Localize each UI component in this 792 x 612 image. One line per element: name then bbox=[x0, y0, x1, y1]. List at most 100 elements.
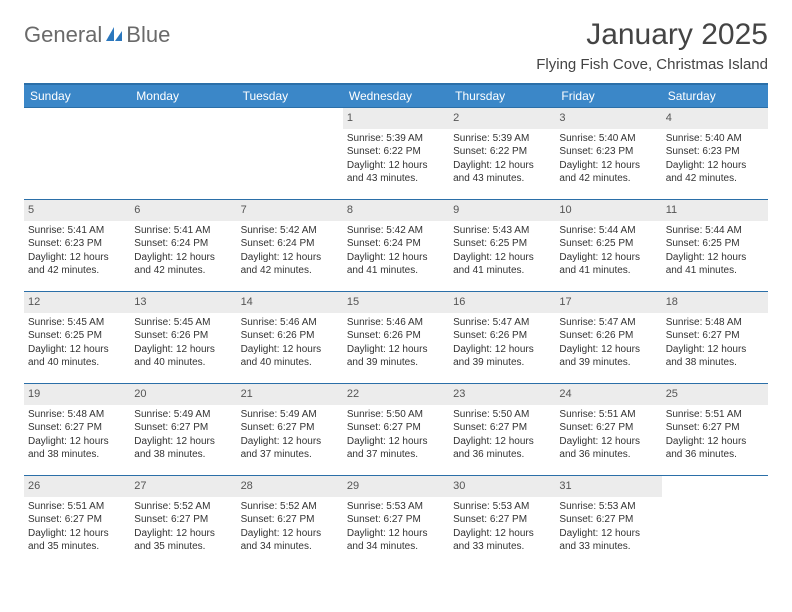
day-number: 12 bbox=[24, 292, 130, 313]
detail-line: and 39 minutes. bbox=[453, 356, 551, 370]
day-number: 4 bbox=[662, 108, 768, 129]
detail-line: Daylight: 12 hours bbox=[134, 343, 232, 357]
calendar-day-cell: 21Sunrise: 5:49 AMSunset: 6:27 PMDayligh… bbox=[237, 384, 343, 476]
location: Flying Fish Cove, Christmas Island bbox=[536, 56, 768, 73]
detail-line: Daylight: 12 hours bbox=[28, 251, 126, 265]
detail-line: Sunrise: 5:53 AM bbox=[453, 500, 551, 514]
detail-line: Sunrise: 5:42 AM bbox=[241, 224, 339, 238]
detail-line: Daylight: 12 hours bbox=[347, 251, 445, 265]
day-details: Sunrise: 5:49 AMSunset: 6:27 PMDaylight:… bbox=[241, 408, 339, 462]
day-details: Sunrise: 5:44 AMSunset: 6:25 PMDaylight:… bbox=[559, 224, 657, 278]
detail-line: Sunset: 6:27 PM bbox=[559, 513, 657, 527]
day-number: 15 bbox=[343, 292, 449, 313]
calendar-day-cell: 7Sunrise: 5:42 AMSunset: 6:24 PMDaylight… bbox=[237, 200, 343, 292]
detail-line: Sunset: 6:27 PM bbox=[453, 513, 551, 527]
day-number: 18 bbox=[662, 292, 768, 313]
detail-line: and 40 minutes. bbox=[134, 356, 232, 370]
detail-line: Sunset: 6:23 PM bbox=[666, 145, 764, 159]
calendar-day-cell: 16Sunrise: 5:47 AMSunset: 6:26 PMDayligh… bbox=[449, 292, 555, 384]
day-number: 26 bbox=[24, 476, 130, 497]
detail-line: Daylight: 12 hours bbox=[241, 251, 339, 265]
day-number: 3 bbox=[555, 108, 661, 129]
detail-line: and 40 minutes. bbox=[28, 356, 126, 370]
calendar-table: SundayMondayTuesdayWednesdayThursdayFrid… bbox=[24, 83, 768, 568]
detail-line: Sunrise: 5:51 AM bbox=[559, 408, 657, 422]
day-details: Sunrise: 5:46 AMSunset: 6:26 PMDaylight:… bbox=[347, 316, 445, 370]
calendar-day-cell: 1Sunrise: 5:39 AMSunset: 6:22 PMDaylight… bbox=[343, 108, 449, 200]
detail-line: Sunset: 6:26 PM bbox=[453, 329, 551, 343]
detail-line: and 35 minutes. bbox=[134, 540, 232, 554]
detail-line: Sunset: 6:27 PM bbox=[666, 329, 764, 343]
day-details: Sunrise: 5:45 AMSunset: 6:26 PMDaylight:… bbox=[134, 316, 232, 370]
detail-line: Sunset: 6:27 PM bbox=[28, 421, 126, 435]
detail-line: Daylight: 12 hours bbox=[559, 435, 657, 449]
detail-line: Sunset: 6:26 PM bbox=[559, 329, 657, 343]
detail-line: and 34 minutes. bbox=[241, 540, 339, 554]
calendar-day-cell: 8Sunrise: 5:42 AMSunset: 6:24 PMDaylight… bbox=[343, 200, 449, 292]
detail-line: Sunset: 6:26 PM bbox=[134, 329, 232, 343]
day-details: Sunrise: 5:51 AMSunset: 6:27 PMDaylight:… bbox=[559, 408, 657, 462]
detail-line: Sunset: 6:27 PM bbox=[134, 513, 232, 527]
day-number: 13 bbox=[130, 292, 236, 313]
sail-icon bbox=[104, 25, 124, 45]
detail-line: and 37 minutes. bbox=[241, 448, 339, 462]
day-number: 16 bbox=[449, 292, 555, 313]
detail-line: Daylight: 12 hours bbox=[28, 435, 126, 449]
detail-line: and 39 minutes. bbox=[559, 356, 657, 370]
detail-line: Daylight: 12 hours bbox=[453, 251, 551, 265]
detail-line: Daylight: 12 hours bbox=[453, 343, 551, 357]
detail-line: and 42 minutes. bbox=[559, 172, 657, 186]
detail-line: Daylight: 12 hours bbox=[559, 527, 657, 541]
detail-line: and 41 minutes. bbox=[666, 264, 764, 278]
detail-line: Daylight: 12 hours bbox=[241, 343, 339, 357]
calendar-day-cell: 14Sunrise: 5:46 AMSunset: 6:26 PMDayligh… bbox=[237, 292, 343, 384]
weekday-header: Sunday bbox=[24, 84, 130, 108]
detail-line: Sunrise: 5:39 AM bbox=[453, 132, 551, 146]
detail-line: and 43 minutes. bbox=[347, 172, 445, 186]
day-number: 23 bbox=[449, 384, 555, 405]
brand-name-a: General bbox=[24, 22, 102, 48]
day-details: Sunrise: 5:49 AMSunset: 6:27 PMDaylight:… bbox=[134, 408, 232, 462]
day-number: 5 bbox=[24, 200, 130, 221]
detail-line: and 42 minutes. bbox=[666, 172, 764, 186]
brand-name-b: Blue bbox=[126, 22, 170, 48]
calendar-day-cell bbox=[662, 476, 768, 568]
detail-line: and 43 minutes. bbox=[453, 172, 551, 186]
detail-line: and 38 minutes. bbox=[134, 448, 232, 462]
calendar-day-cell: 6Sunrise: 5:41 AMSunset: 6:24 PMDaylight… bbox=[130, 200, 236, 292]
weekday-header: Friday bbox=[555, 84, 661, 108]
detail-line: Daylight: 12 hours bbox=[241, 527, 339, 541]
day-details: Sunrise: 5:52 AMSunset: 6:27 PMDaylight:… bbox=[134, 500, 232, 554]
detail-line: and 38 minutes. bbox=[666, 356, 764, 370]
detail-line: and 33 minutes. bbox=[559, 540, 657, 554]
day-number: 27 bbox=[130, 476, 236, 497]
day-number: 10 bbox=[555, 200, 661, 221]
day-number: 28 bbox=[237, 476, 343, 497]
detail-line: Daylight: 12 hours bbox=[347, 343, 445, 357]
detail-line: Daylight: 12 hours bbox=[559, 251, 657, 265]
weekday-header: Saturday bbox=[662, 84, 768, 108]
calendar-day-cell: 25Sunrise: 5:51 AMSunset: 6:27 PMDayligh… bbox=[662, 384, 768, 476]
detail-line: Sunrise: 5:51 AM bbox=[28, 500, 126, 514]
detail-line: Sunset: 6:25 PM bbox=[28, 329, 126, 343]
detail-line: Sunset: 6:23 PM bbox=[28, 237, 126, 251]
detail-line: Sunset: 6:25 PM bbox=[666, 237, 764, 251]
day-number: 8 bbox=[343, 200, 449, 221]
detail-line: Sunset: 6:25 PM bbox=[453, 237, 551, 251]
detail-line: and 33 minutes. bbox=[453, 540, 551, 554]
detail-line: Daylight: 12 hours bbox=[666, 435, 764, 449]
detail-line: Daylight: 12 hours bbox=[453, 435, 551, 449]
detail-line: Daylight: 12 hours bbox=[453, 159, 551, 173]
detail-line: and 40 minutes. bbox=[241, 356, 339, 370]
detail-line: and 42 minutes. bbox=[241, 264, 339, 278]
detail-line: Sunrise: 5:48 AM bbox=[666, 316, 764, 330]
calendar-week-row: 19Sunrise: 5:48 AMSunset: 6:27 PMDayligh… bbox=[24, 384, 768, 476]
detail-line: Sunset: 6:27 PM bbox=[559, 421, 657, 435]
calendar-day-cell: 29Sunrise: 5:53 AMSunset: 6:27 PMDayligh… bbox=[343, 476, 449, 568]
day-number: 24 bbox=[555, 384, 661, 405]
day-details: Sunrise: 5:51 AMSunset: 6:27 PMDaylight:… bbox=[28, 500, 126, 554]
day-details: Sunrise: 5:45 AMSunset: 6:25 PMDaylight:… bbox=[28, 316, 126, 370]
day-number: 7 bbox=[237, 200, 343, 221]
day-number: 30 bbox=[449, 476, 555, 497]
detail-line: and 35 minutes. bbox=[28, 540, 126, 554]
